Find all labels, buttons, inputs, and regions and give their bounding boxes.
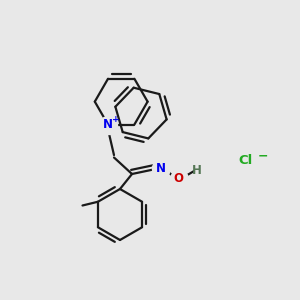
Text: Cl: Cl — [239, 154, 253, 167]
Text: H: H — [192, 164, 201, 178]
Text: N: N — [103, 118, 113, 131]
Text: N: N — [155, 161, 166, 175]
Text: O: O — [173, 172, 184, 185]
Text: −: − — [257, 149, 268, 163]
Text: +: + — [112, 115, 119, 124]
